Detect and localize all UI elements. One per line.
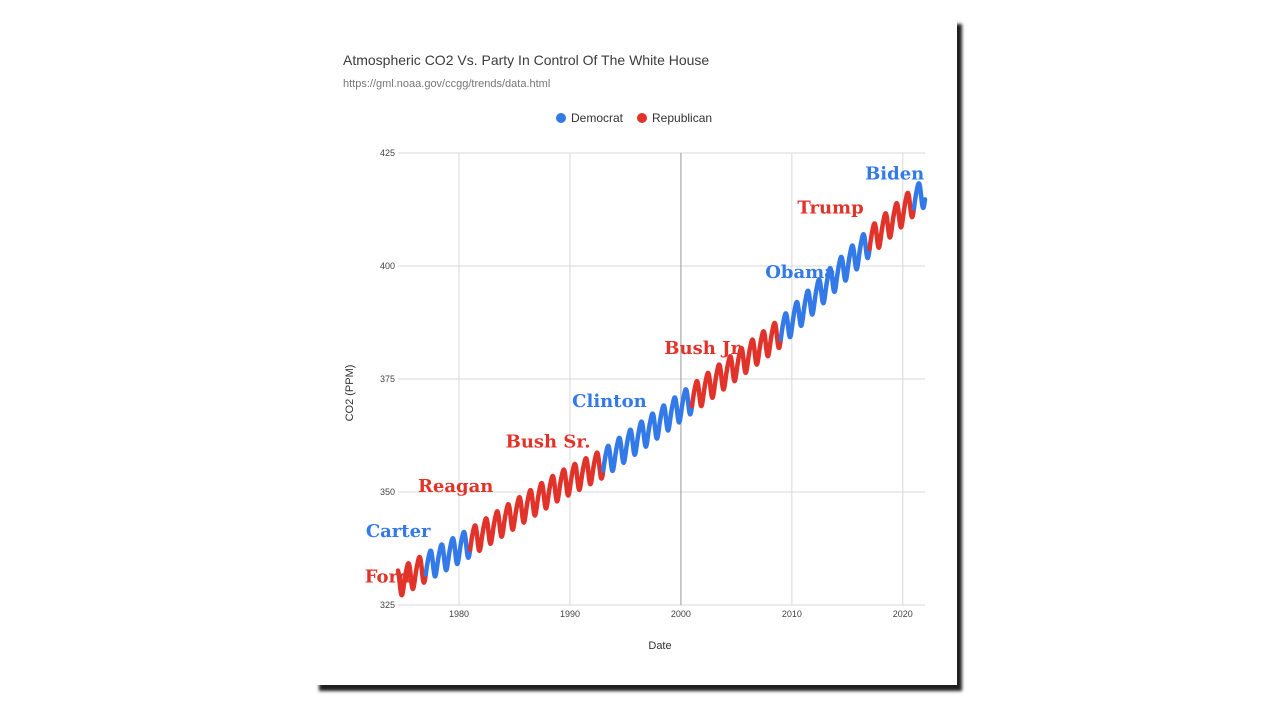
president-annotations: Ford Carter Reagan Bush Sr. Clinton Bush Jr. O… <box>365 164 925 588</box>
annotation-ford: Ford <box>365 566 411 587</box>
x-tick-label: 1990 <box>560 609 580 619</box>
x-tick-label: 2000 <box>671 609 691 619</box>
series-segment-reagan <box>467 473 562 554</box>
x-tick-label: 2010 <box>782 609 802 619</box>
x-tick-label: 2020 <box>893 609 913 619</box>
legend-republican-label: Republican <box>652 111 712 125</box>
y-tick-label: 375 <box>380 374 395 384</box>
y-axis-ticks: 325 350 375 400 425 <box>380 148 395 610</box>
chart-card: Atmospheric CO2 Vs. Party In Control Of … <box>314 18 957 685</box>
legend-democrat-label: Democrat <box>571 111 624 125</box>
annotation-carter: Carter <box>366 521 431 542</box>
x-axis-ticks: 1980 1990 2000 2010 2020 <box>449 609 913 619</box>
annotation-biden: Biden <box>865 164 924 185</box>
x-tick-label: 1980 <box>449 609 469 619</box>
legend-republican-marker <box>637 113 647 123</box>
series-segment-bush-jr <box>689 320 784 409</box>
legend-democrat-marker <box>556 113 566 123</box>
chart-title: Atmospheric CO2 Vs. Party In Control Of … <box>343 52 709 68</box>
y-axis-label: CO2 (PPM) <box>344 365 356 422</box>
series-segment-clinton <box>601 387 695 474</box>
legend: Democrat Republican <box>556 111 712 125</box>
series-segment-trump <box>867 190 917 252</box>
annotation-reagan: Reagan <box>418 476 493 497</box>
series-segment-obama <box>778 232 872 342</box>
annotation-bush-sr: Bush Sr. <box>506 432 591 453</box>
grid <box>398 152 925 606</box>
annotation-clinton: Clinton <box>572 391 647 412</box>
annotation-obama: Obama <box>765 262 836 283</box>
annotation-bush-jr: Bush Jr. <box>664 338 744 359</box>
co2-series <box>395 181 928 598</box>
series-segment-carter <box>423 529 473 579</box>
y-tick-label: 400 <box>380 261 395 271</box>
annotation-trump: Trump <box>797 198 863 219</box>
y-tick-label: 350 <box>380 487 395 497</box>
y-tick-label: 425 <box>380 148 395 158</box>
co2-line-chart: Atmospheric CO2 Vs. Party In Control Of … <box>343 52 928 652</box>
y-tick-label: 325 <box>380 600 395 610</box>
x-axis-label: Date <box>648 640 671 652</box>
series-segment-ford <box>395 554 428 598</box>
chart-subtitle: https://gml.noaa.gov/ccgg/trends/data.ht… <box>343 78 550 90</box>
series-segment-bush-sr <box>556 450 606 498</box>
series-segment-biden <box>911 181 928 211</box>
